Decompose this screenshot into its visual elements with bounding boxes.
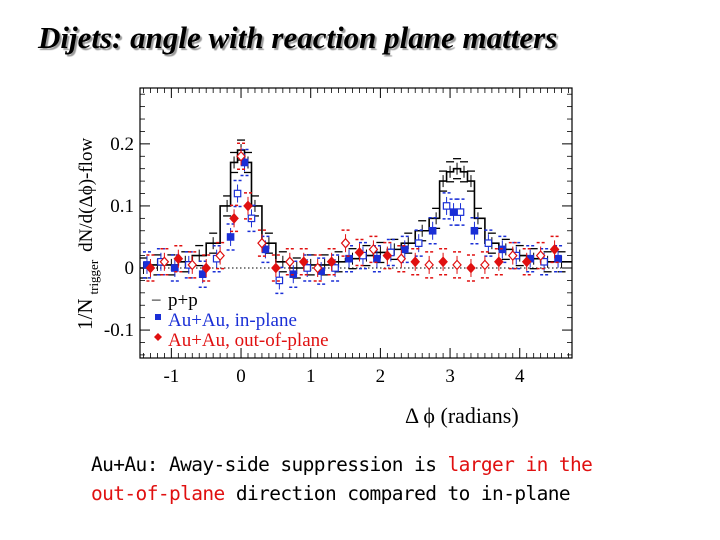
in-plane-point (400, 245, 409, 254)
out-of-plane-point (243, 200, 253, 212)
legend-out-of-plane-label: Au+Au, out-of-plane (168, 330, 329, 351)
legend-pp-marker: – (151, 289, 161, 308)
out-of-plane-point (521, 256, 532, 268)
out-of-plane-point (382, 250, 393, 261)
out-of-plane-point (257, 237, 267, 249)
y-tick-label: 0 (125, 258, 135, 279)
caption-part-2: direction compared to in-plane (224, 482, 571, 505)
in-plane-point (233, 189, 242, 198)
in-plane-point (554, 254, 562, 263)
out-of-plane-point (187, 259, 198, 271)
in-plane-point (456, 208, 465, 216)
y-tick-label: 0.2 (110, 134, 134, 155)
out-of-plane-point (494, 256, 504, 268)
out-of-plane-point (549, 243, 560, 255)
in-plane-point (442, 202, 451, 210)
x-tick-label: 4 (515, 366, 525, 387)
in-plane-point (226, 233, 235, 241)
out-of-plane-point (410, 256, 421, 268)
in-plane-point (373, 254, 381, 263)
in-plane-point (449, 208, 458, 216)
caption-part-1: Au+Au: Away-side suppression is (91, 453, 448, 476)
out-of-plane-point (340, 237, 351, 249)
out-of-plane-point (159, 256, 170, 268)
out-of-plane-point (236, 150, 246, 162)
y-axis-title-sub: trigger (86, 259, 101, 294)
caption-highlight-2: out-of-plane (91, 482, 225, 505)
y-axis-title-tail: dN/d(Δϕ)-flow (76, 138, 97, 252)
x-tick-label: 3 (445, 366, 455, 387)
out-of-plane-point (466, 262, 476, 274)
out-of-plane-point (145, 262, 156, 274)
series-out-of-plane (145, 142, 560, 282)
y-tick-label: -0.1 (104, 320, 134, 341)
svg-text:1/N trigger dN/d(Δ: 1/N trigger dN/d(Δϕ)-flow (73, 138, 102, 330)
out-of-plane-point (298, 256, 309, 268)
out-of-plane-point (452, 259, 462, 271)
tick-marks (140, 88, 572, 358)
slide-title: Dijets: angle with reaction plane matter… (38, 20, 558, 55)
y-tick-label: 0.1 (110, 196, 134, 217)
out-of-plane-point (201, 262, 211, 274)
legend: – p+p Au+Au, in-plane Au+Au, out-of-plan… (151, 289, 329, 351)
x-tick-labels: -1 0 1 2 3 4 (163, 366, 525, 387)
out-of-plane-point (424, 259, 434, 271)
out-of-plane-point (396, 253, 407, 265)
legend-in-plane-label: Au+Au, in-plane (168, 310, 297, 331)
out-of-plane-point (312, 262, 323, 274)
caption: Au+Au: Away-side suppression is larger i… (91, 450, 593, 508)
out-of-plane-point (368, 243, 379, 255)
out-of-plane-point (229, 212, 239, 224)
legend-pp-label: p+p (168, 290, 198, 311)
in-plane-point (484, 239, 493, 247)
in-plane-point (171, 264, 179, 272)
series-in-plane (142, 148, 563, 295)
x-tick-label: 2 (376, 366, 386, 387)
x-tick-label: 1 (306, 366, 316, 387)
out-of-plane-point (354, 247, 365, 258)
out-of-plane-point (326, 256, 337, 268)
in-plane-point (414, 239, 423, 247)
out-of-plane-point (215, 250, 225, 261)
legend-in-plane-marker (155, 314, 161, 320)
y-tick-labels: -0.1 0 0.1 0.2 (104, 134, 134, 341)
plot-frame (139, 87, 573, 359)
out-of-plane-point (173, 253, 184, 265)
x-tick-label: -1 (163, 366, 179, 387)
out-of-plane-point (285, 256, 295, 268)
out-of-plane-point (480, 259, 490, 271)
x-tick-label: 0 (236, 366, 246, 387)
out-of-plane-point (438, 256, 448, 268)
out-of-plane-point (271, 262, 281, 274)
dijet-chart: -1 0 1 2 3 4 -0.1 0 0.1 0.2 – p+p Au+Au, in-plan… (73, 87, 573, 428)
y-axis-title-main: 1/N (73, 299, 97, 331)
in-plane-point (428, 226, 437, 235)
out-of-plane-point (535, 250, 546, 261)
caption-highlight-1: larger in the (447, 453, 593, 476)
in-plane-point (470, 226, 479, 235)
legend-out-of-plane-marker (154, 333, 162, 341)
y-axis-title: 1/N trigger dN/d(Δϕ)-flow (73, 138, 102, 330)
x-axis-title: Δ ϕ (radians) (405, 403, 519, 428)
out-of-plane-point (507, 250, 518, 261)
